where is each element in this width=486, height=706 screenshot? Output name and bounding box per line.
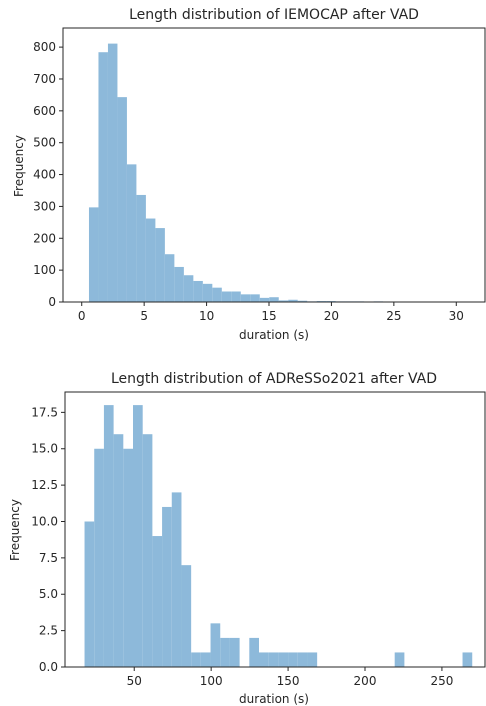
histogram-bar xyxy=(183,275,194,302)
histogram-bar xyxy=(212,287,222,302)
x-tick-label: 15 xyxy=(261,309,276,323)
histogram-bar xyxy=(220,637,230,667)
y-tick-label: 500 xyxy=(33,136,56,150)
y-tick-label: 15.0 xyxy=(31,442,58,456)
histogram-bar xyxy=(181,565,192,667)
histogram-bar xyxy=(136,194,146,302)
x-tick-label: 200 xyxy=(354,674,377,688)
histogram-bar xyxy=(113,434,124,667)
histogram-bar xyxy=(117,97,127,302)
chart-title: Length distribution of IEMOCAP after VAD xyxy=(129,7,419,23)
y-tick-label: 0.0 xyxy=(39,660,58,674)
histogram-bar xyxy=(268,652,279,667)
histogram-bar xyxy=(145,218,156,302)
histogram-bar xyxy=(94,448,104,667)
x-tick-label: 5 xyxy=(140,309,148,323)
histogram-bar xyxy=(269,297,279,302)
y-tick-label: 600 xyxy=(33,104,56,118)
histogram-bar xyxy=(88,207,99,302)
y-axis-label: Frequency xyxy=(12,135,26,197)
x-tick-group: 50 100 150 200 250 xyxy=(127,667,453,688)
y-tick-label: 400 xyxy=(33,168,56,182)
y-tick-label: 5.0 xyxy=(39,587,58,601)
histogram-bar xyxy=(142,434,153,667)
histogram-bar xyxy=(278,300,289,302)
histogram-bar xyxy=(259,297,270,302)
histogram-bar xyxy=(210,623,221,667)
x-axis-label: duration (s) xyxy=(239,692,309,706)
y-tick-label: 800 xyxy=(33,40,56,54)
histogram-bar xyxy=(250,294,260,302)
y-tick-label: 300 xyxy=(33,199,56,213)
histogram-bar xyxy=(307,652,318,667)
y-tick-label: 17.5 xyxy=(31,405,58,419)
y-tick-label: 12.5 xyxy=(31,478,58,492)
histogram-bar xyxy=(171,492,182,667)
plot-frame xyxy=(64,391,486,668)
histogram-bar xyxy=(107,43,118,303)
histogram-bar xyxy=(278,652,289,667)
plot-frame xyxy=(62,27,486,303)
histogram-bar xyxy=(297,652,308,667)
y-tick-label: 100 xyxy=(33,263,56,277)
histogram-bar xyxy=(123,448,133,667)
y-tick-label: 0 xyxy=(48,295,56,309)
bar-group xyxy=(88,43,469,303)
x-tick-group: 0 5 10 15 20 25 30 xyxy=(78,302,464,323)
histogram-bar xyxy=(231,291,241,302)
histogram-bar xyxy=(394,652,405,667)
histogram-bar xyxy=(164,254,175,302)
histogram-bar xyxy=(249,637,259,667)
chart-iemocap: Length distribution of IEMOCAP after VAD… xyxy=(12,7,486,342)
histogram-bar xyxy=(126,164,137,302)
chart-title: Length distribution of ADReSSo2021 after… xyxy=(111,371,437,387)
histogram-bar xyxy=(155,228,165,302)
y-tick-group: 0 100 200 300 400 500 600 700 800 xyxy=(33,40,63,309)
histogram-bar xyxy=(200,652,211,667)
x-tick-label: 100 xyxy=(200,674,223,688)
chart-adresso2021: Length distribution of ADReSSo2021 after… xyxy=(8,371,486,706)
histogram-bar xyxy=(98,52,108,303)
histogram-bar xyxy=(288,299,298,302)
x-axis-label: duration (s) xyxy=(239,328,309,342)
histogram-bar xyxy=(174,266,184,302)
x-tick-label: 250 xyxy=(430,674,453,688)
y-tick-label: 10.0 xyxy=(31,514,58,528)
histogram-bar xyxy=(229,637,240,667)
histogram-bar xyxy=(152,536,163,667)
histogram-bar xyxy=(297,300,308,302)
histogram-bar xyxy=(259,652,269,667)
x-tick-label: 20 xyxy=(324,309,339,323)
y-tick-label: 200 xyxy=(33,231,56,245)
bar-group xyxy=(84,405,473,667)
x-tick-label: 30 xyxy=(449,309,464,323)
histogram-bar xyxy=(288,652,298,667)
histogram-bar xyxy=(202,283,213,302)
y-tick-label: 700 xyxy=(33,72,56,86)
y-tick-label: 2.5 xyxy=(39,624,58,638)
histogram-bar xyxy=(462,652,473,667)
y-tick-label: 7.5 xyxy=(39,551,58,565)
x-tick-label: 0 xyxy=(78,309,86,323)
x-tick-label: 50 xyxy=(127,674,142,688)
y-axis-label: Frequency xyxy=(8,499,22,561)
histogram-bar xyxy=(221,291,232,302)
y-tick-group: 0.0 2.5 5.0 7.5 10.0 12.5 15.0 17.5 xyxy=(31,405,65,674)
x-tick-label: 10 xyxy=(199,309,214,323)
histogram-bar xyxy=(193,280,203,302)
histogram-bar xyxy=(103,405,114,667)
histogram-bar xyxy=(240,294,251,302)
histogram-bar xyxy=(162,506,172,667)
histogram-bar xyxy=(133,405,143,667)
histogram-bar xyxy=(84,521,95,667)
x-tick-label: 150 xyxy=(277,674,300,688)
x-tick-label: 25 xyxy=(386,309,401,323)
histogram-bar xyxy=(191,652,201,667)
